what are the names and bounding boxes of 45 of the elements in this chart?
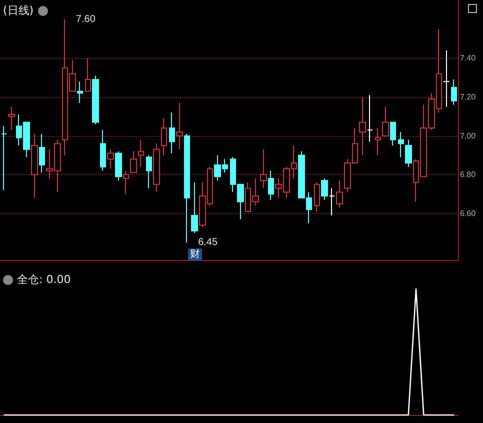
candlestick [382, 106, 389, 136]
candlestick [31, 133, 38, 198]
candlestick [451, 79, 457, 106]
y-tick-label: 7.00 [460, 131, 476, 140]
y-tick-label: 7.40 [460, 54, 476, 63]
candlestick [138, 139, 144, 168]
candlestick [92, 75, 99, 125]
candlestick [329, 188, 335, 216]
candlestick [107, 148, 114, 170]
candlestick [176, 102, 183, 150]
candlestick [443, 50, 450, 108]
candlestick [8, 106, 15, 130]
candlestick [405, 139, 412, 168]
candlestick [184, 133, 190, 244]
candlestick [77, 80, 83, 104]
candlestick [115, 150, 122, 181]
candlestick [191, 182, 198, 234]
candlestick [1, 126, 7, 191]
candlestick [336, 180, 343, 208]
annotation: 财 [190, 248, 200, 260]
candlestick [146, 154, 152, 189]
candlestick [100, 130, 106, 172]
y-tick-label: 6.60 [460, 208, 476, 218]
candlestick [375, 128, 381, 156]
candlestick [268, 170, 274, 200]
candlestick [398, 131, 404, 158]
candlestick [153, 143, 160, 193]
chart-title: (日线) [3, 3, 34, 18]
candlestick [260, 148, 267, 189]
candlestick [85, 58, 91, 92]
y-tick-label: 6.80 [460, 170, 476, 180]
candlestick [314, 182, 320, 212]
candlestick [321, 178, 328, 200]
candlestick [161, 118, 167, 156]
annotation: 6.45 [198, 237, 218, 248]
candlestick [123, 170, 129, 195]
candlestick [390, 122, 396, 146]
candlestick [39, 133, 45, 174]
y-tick-label: 7.20 [460, 92, 476, 102]
chart-title: 全仓: 0.00 [17, 272, 71, 287]
annotation: 7.60 [76, 14, 96, 25]
candlestick [169, 112, 175, 154]
candlestick [359, 96, 366, 156]
candlestick [130, 150, 137, 174]
candlestick [367, 94, 373, 142]
